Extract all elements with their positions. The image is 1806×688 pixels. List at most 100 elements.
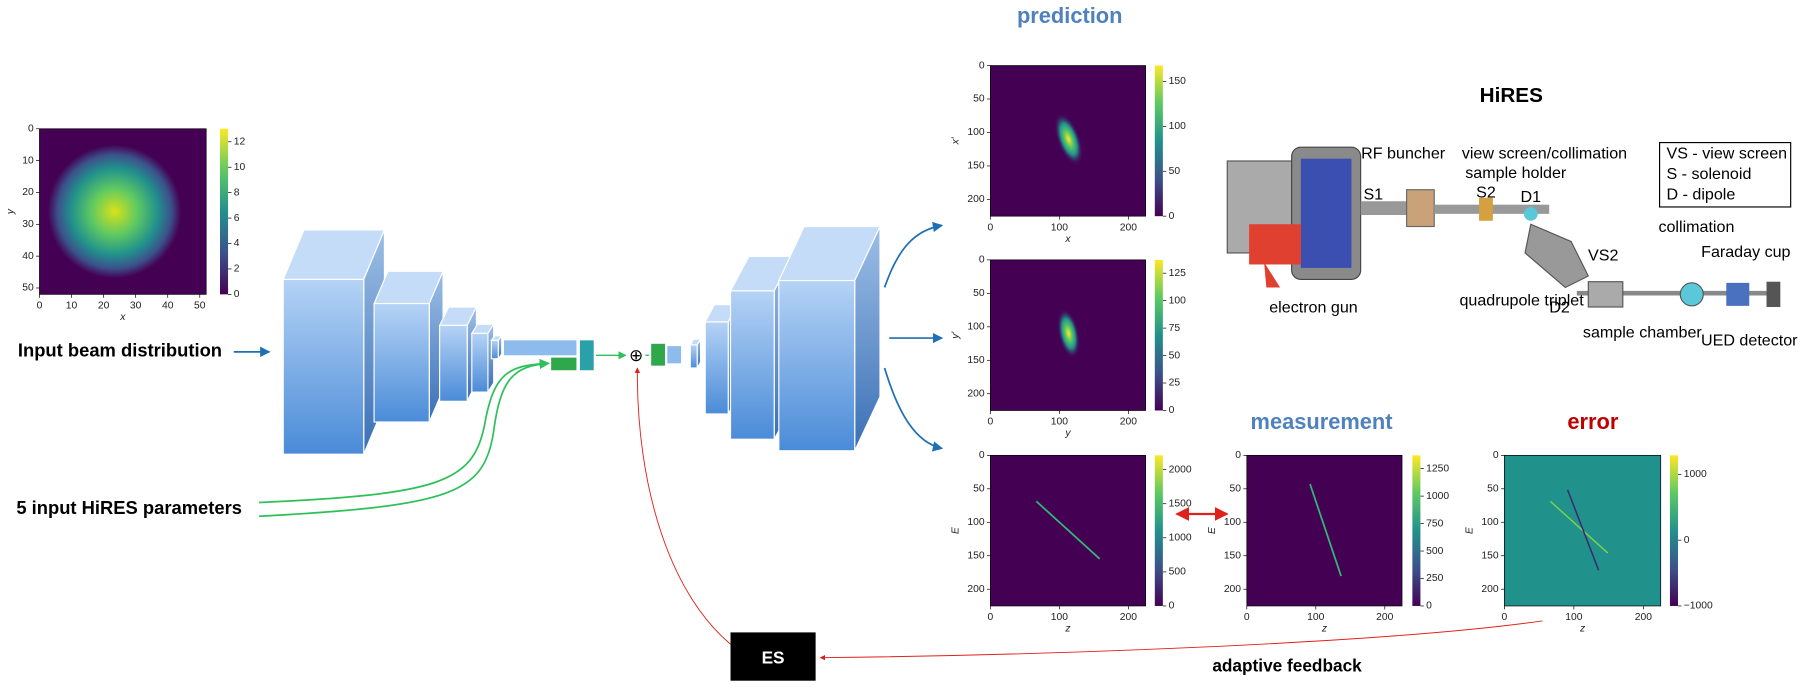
colorbar-label: 0 bbox=[1169, 601, 1175, 612]
colorbar-label: 1000 bbox=[1684, 469, 1707, 480]
x-tick-label: 200 bbox=[1635, 612, 1652, 623]
colorbar-label: 100 bbox=[1169, 295, 1186, 306]
layer-front bbox=[374, 304, 429, 422]
beamline-label: D2 bbox=[1549, 298, 1570, 316]
colorbar-label: 12 bbox=[234, 137, 246, 148]
colorbar-label: 1000 bbox=[1169, 533, 1192, 544]
dense-layer bbox=[651, 344, 665, 366]
y-tick-label: 100 bbox=[1481, 517, 1498, 528]
colorbar-label: 8 bbox=[234, 187, 240, 198]
x-axis-label: x bbox=[1064, 234, 1071, 245]
legend-entry: D - dipole bbox=[1666, 186, 1735, 204]
x-tick-label: 0 bbox=[988, 417, 994, 428]
beamline-label: S1 bbox=[1363, 186, 1383, 204]
dense-layer bbox=[580, 340, 594, 370]
feedback-label: adaptive feedback bbox=[1212, 655, 1362, 675]
network bbox=[283, 227, 880, 455]
layer-front bbox=[779, 281, 855, 451]
x-axis-label: x bbox=[119, 312, 126, 323]
plus: ⊕ bbox=[629, 345, 643, 365]
dense-layer bbox=[667, 346, 681, 363]
x-tick-label: 0 bbox=[1501, 612, 1507, 623]
x-axis-label: y bbox=[1064, 428, 1071, 439]
colorbar-label: 0 bbox=[1169, 211, 1175, 222]
colorbar-label: 4 bbox=[234, 238, 240, 249]
x-tick-label: 100 bbox=[1307, 612, 1324, 623]
colorbar-label: 150 bbox=[1169, 76, 1186, 87]
y-tick-label: 150 bbox=[967, 161, 984, 172]
x-axis-label: z bbox=[1064, 624, 1071, 635]
y-tick-label: 200 bbox=[1481, 584, 1498, 595]
y-tick-label: 20 bbox=[22, 187, 34, 198]
y-tick-label: 50 bbox=[1230, 484, 1242, 495]
colorbar-label: 125 bbox=[1169, 268, 1186, 279]
y-tick-label: 30 bbox=[22, 219, 34, 230]
colorbar-label: 1000 bbox=[1426, 491, 1449, 502]
layer-front bbox=[440, 325, 468, 401]
y-tick-label: 200 bbox=[1224, 584, 1241, 595]
y-tick-label: 150 bbox=[967, 355, 984, 366]
y-tick-label: 150 bbox=[1224, 550, 1241, 561]
es-label: ES bbox=[762, 647, 785, 667]
dense-layer bbox=[551, 358, 576, 371]
y-axis-label: y bbox=[5, 208, 16, 215]
x-tick-label: 200 bbox=[1376, 612, 1393, 623]
colorbar bbox=[1155, 66, 1163, 217]
colorbar-label: 500 bbox=[1426, 546, 1443, 557]
colorbar-label: 2000 bbox=[1169, 464, 1192, 475]
x-tick-label: 50 bbox=[194, 301, 206, 312]
y-tick-label: 100 bbox=[967, 322, 984, 333]
params-label: 5 input HiRES parameters bbox=[16, 497, 242, 518]
x-tick-label: 100 bbox=[1051, 417, 1068, 428]
colorbar-label: 10 bbox=[234, 162, 246, 173]
beamline-label: collimation bbox=[1658, 218, 1734, 236]
beamline-label: VS2 bbox=[1588, 247, 1618, 265]
y-tick-label: 0 bbox=[1493, 450, 1499, 461]
colorbar-label: 750 bbox=[1426, 518, 1443, 529]
y-tick-label: 50 bbox=[973, 94, 985, 105]
y-tick-label: 50 bbox=[973, 484, 985, 495]
layer-front bbox=[472, 333, 488, 392]
beamline-label: S2 bbox=[1476, 183, 1496, 201]
x-tick-label: 200 bbox=[1120, 222, 1137, 233]
beam-spot bbox=[48, 145, 181, 278]
y-tick-label: 150 bbox=[967, 550, 984, 561]
y-tick-label: 200 bbox=[967, 388, 984, 399]
beamline-label: sample chamber bbox=[1583, 324, 1702, 342]
y-tick-label: 200 bbox=[967, 194, 984, 205]
layer-front bbox=[731, 291, 775, 439]
colorbar bbox=[220, 129, 228, 295]
y-axis-label: E bbox=[1207, 527, 1218, 534]
colorbar-label: 50 bbox=[1169, 350, 1181, 361]
y-axis-label: y′ bbox=[951, 331, 962, 340]
y-axis-label: x′ bbox=[951, 136, 962, 145]
y-tick-label: 100 bbox=[967, 127, 984, 138]
y-tick-label: 0 bbox=[979, 60, 985, 71]
y-tick-label: 100 bbox=[967, 517, 984, 528]
y-tick-label: 0 bbox=[1235, 450, 1241, 461]
colorbar-label: 1250 bbox=[1426, 463, 1449, 474]
colorbar bbox=[1412, 455, 1420, 606]
colorbar bbox=[1670, 455, 1678, 606]
layer-front bbox=[283, 279, 363, 454]
colorbar-label: 0 bbox=[1426, 601, 1432, 612]
x-tick-label: 40 bbox=[162, 301, 174, 312]
colorbar-label: 50 bbox=[1169, 166, 1181, 177]
y-tick-label: 0 bbox=[28, 124, 34, 135]
x-tick-label: 0 bbox=[988, 612, 994, 623]
input-label: Input beam distribution bbox=[18, 340, 222, 361]
layer-front bbox=[705, 322, 728, 414]
x-tick-label: 200 bbox=[1120, 612, 1137, 623]
y-tick-label: 100 bbox=[1224, 517, 1241, 528]
x-tick-label: 0 bbox=[37, 301, 43, 312]
y-tick-label: 50 bbox=[1487, 484, 1499, 495]
x-tick-label: 100 bbox=[1051, 612, 1068, 623]
x-tick-label: 200 bbox=[1120, 417, 1137, 428]
colorbar-label: 250 bbox=[1426, 573, 1443, 584]
colorbar-label: 75 bbox=[1169, 323, 1181, 334]
colorbar bbox=[1155, 260, 1163, 411]
y-tick-label: 0 bbox=[979, 255, 985, 266]
beamline-label: view screen/collimation bbox=[1462, 144, 1627, 162]
x-tick-label: 100 bbox=[1565, 612, 1582, 623]
colorbar-label: 1500 bbox=[1169, 498, 1192, 509]
